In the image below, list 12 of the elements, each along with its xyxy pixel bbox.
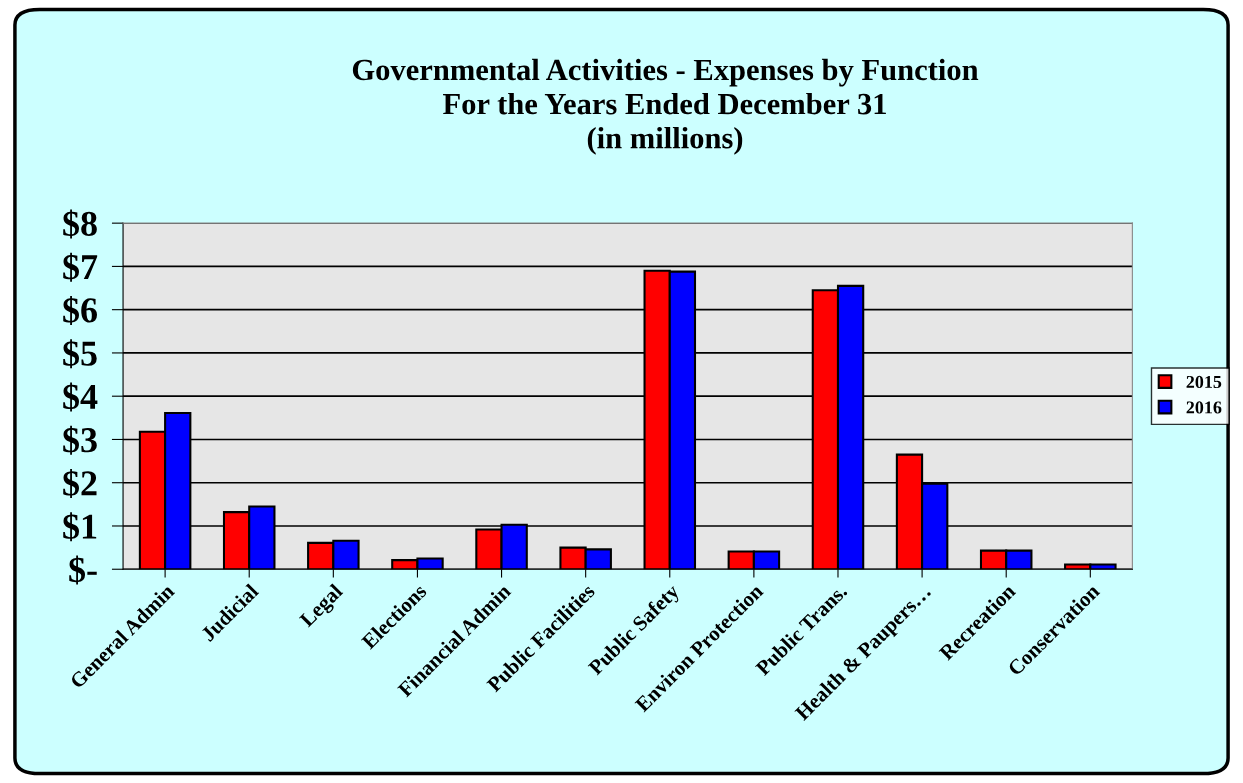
y-tick-label: $2 [63,469,97,498]
legend-label: 2015 [1186,375,1222,389]
y-tick-label: $8 [63,209,97,239]
y-tick-label: $4 [63,382,98,412]
y-tick-label: $- [69,555,97,585]
legend-label: 2016 [1186,401,1222,414]
y-tick-label: $1 [63,512,97,542]
y-tick-label: $7 [63,252,98,282]
chart-title: Governmental Activities - Expenses by Function For the Years Ended December 31 (in millions) [352,58,979,155]
y-tick-label: $5 [63,339,97,369]
y-tick-label: $6 [63,296,97,325]
y-tick-label: $3 [63,425,97,455]
